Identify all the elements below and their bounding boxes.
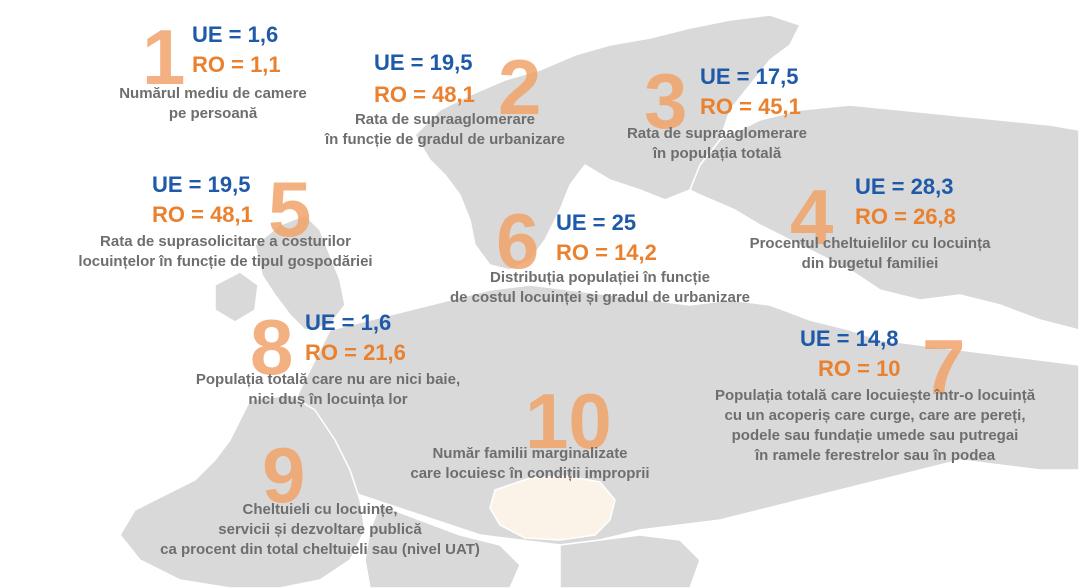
- ro-value: RO = 10: [818, 356, 901, 381]
- indicator-number: 7: [922, 323, 966, 411]
- romania-highlight: [489, 475, 616, 541]
- ue-value: UE = 19,5: [374, 50, 473, 75]
- ue-value: UE = 19,5: [152, 172, 251, 197]
- uk-region: [254, 214, 346, 331]
- indicator-number: 6: [496, 197, 540, 285]
- ro-value: RO = 48,1: [374, 82, 475, 107]
- indicator-number: 2: [498, 43, 542, 131]
- ro-value: RO = 1,1: [192, 52, 281, 77]
- indicator-number: 1: [142, 13, 186, 101]
- indicator-description: Populația totală care locuiește într-o l…: [714, 387, 1036, 464]
- balkans-region: [559, 534, 701, 588]
- east-region: [689, 104, 1079, 331]
- indicator-number: 5: [268, 165, 312, 253]
- ro-value: RO = 45,1: [700, 94, 801, 119]
- indicator-description: Cheltuieli cu locuințe, servicii și dezv…: [160, 501, 480, 558]
- central-europe-region: [289, 284, 1079, 546]
- west-region: [119, 394, 366, 588]
- indicator-description: Rata de supraaglomerare în funcție de gr…: [324, 111, 566, 148]
- indicator-description: Număr familii marginalizate care locuies…: [410, 445, 650, 482]
- indicator-number: 8: [250, 303, 294, 391]
- indicator-description: Distribuția populației în funcție de cos…: [449, 269, 751, 306]
- ue-value: UE = 1,6: [192, 22, 279, 47]
- indicator-description: Rata de supraaglomerare în populația tot…: [626, 125, 808, 162]
- indicator-description: Procentul cheltuielilor cu locuința din …: [749, 235, 991, 272]
- ro-value: RO = 48,1: [152, 202, 253, 227]
- indicator-number: 10: [525, 377, 612, 465]
- indicator-description: Populația totală care nu are nici baie, …: [195, 371, 461, 408]
- ro-value: RO = 21,6: [305, 340, 406, 365]
- ue-value: UE = 17,5: [700, 64, 799, 89]
- ro-value: RO = 26,8: [855, 204, 956, 229]
- south-region: [364, 504, 521, 588]
- ireland-region: [214, 271, 259, 323]
- indicator-number: 3: [644, 57, 688, 145]
- ro-value: RO = 14,2: [556, 240, 657, 265]
- ue-value: UE = 28,3: [855, 174, 954, 199]
- ue-value: UE = 25: [556, 210, 637, 235]
- indicator-number: 4: [790, 173, 834, 261]
- ue-value: UE = 14,8: [800, 326, 899, 351]
- indicator-number: 9: [262, 431, 306, 519]
- ue-value: UE = 1,6: [305, 310, 392, 335]
- indicator-description: Rata de suprasolicitare a costurilor loc…: [78, 233, 373, 270]
- indicator-description: Numărul mediu de camere pe persoană: [119, 85, 307, 122]
